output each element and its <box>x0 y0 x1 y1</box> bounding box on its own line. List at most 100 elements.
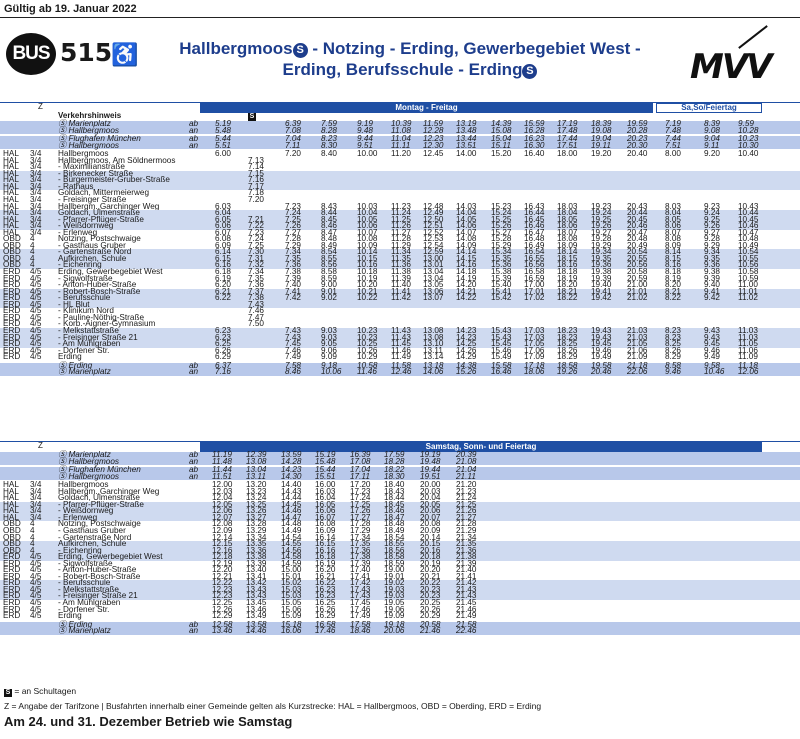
stop-name: Goldach, Ulmenstraße <box>58 208 140 218</box>
time-cell: 16.44 <box>524 208 545 218</box>
time-cell: 7.42 <box>285 293 301 303</box>
time-cell: 20.55 <box>627 253 648 263</box>
time-cell: 8.07 <box>665 227 681 237</box>
time-cell: 16.29 <box>315 611 336 621</box>
table-row: ERD 4/5 - Klinikum Nord 7.46 <box>0 306 800 316</box>
time-cell: 8.49 <box>321 240 337 250</box>
time-cell: 16.43 <box>524 201 545 211</box>
time-cell: 21.00 <box>627 280 648 290</box>
time-cell: 9.23 <box>704 201 720 211</box>
time-cell: 20.19 <box>420 558 441 568</box>
time-cell: 7.28 <box>285 234 301 244</box>
zone-code: ERD <box>3 306 21 316</box>
table-row: Ⓢ Hallbergmoos an 11.51 13.11 14.30 15.51 17.1… <box>0 471 800 481</box>
time-cell: 16.16 <box>315 545 336 555</box>
time-cell: 15.29 <box>491 240 512 250</box>
time-cell: 9.18 <box>321 360 337 370</box>
time-cell: 20.58 <box>420 619 441 629</box>
table-row: ERD 4/5 - Korb.-Aigner-Gymnasium 7.50 <box>0 319 800 329</box>
time-cell: 11.51 <box>212 471 232 481</box>
table-row: Ⓢ Flughafen München ab 5.44 7.04 8.23 9.44 11.… <box>0 134 800 144</box>
zone-code: HAL <box>3 162 19 172</box>
time-cell: 18.56 <box>384 545 405 555</box>
time-cell: 8.06 <box>665 221 681 231</box>
time-cell: 20.07 <box>420 512 441 522</box>
time-cell: 11.23 <box>391 201 411 211</box>
tariff-zone: 4/5 <box>30 591 42 601</box>
time-cell: 6.00 <box>215 149 231 159</box>
time-cell: 12.28 <box>423 125 444 135</box>
time-cell: 16.00 <box>315 480 336 490</box>
stop-name: - Gasthaus Gruber <box>58 526 126 536</box>
arr-dep: ab <box>189 619 199 629</box>
zone-code: ERD <box>3 319 21 329</box>
time-cell: 15.04 <box>491 134 512 144</box>
tariff-zone: 4/5 <box>30 273 42 283</box>
time-cell: 20.22 <box>420 578 441 588</box>
time-cell: 18.49 <box>384 526 405 536</box>
time-cell: 14.54 <box>281 532 302 542</box>
time-cell: 21.43 <box>456 584 477 594</box>
time-cell: 16.26 <box>315 604 336 614</box>
time-cell: 9.06 <box>321 345 337 355</box>
time-cell: 20.18 <box>420 552 441 562</box>
time-cell: 16.04 <box>315 493 336 503</box>
time-cell: 11.45 <box>391 339 411 349</box>
time-cell: 6.39 <box>285 119 301 128</box>
zone-code: OBD <box>3 526 21 536</box>
time-cell: 15.00 <box>281 565 302 575</box>
time-cell: 6.25 <box>215 339 231 349</box>
time-cell: 8.03 <box>665 201 681 211</box>
zone-code: OBD <box>3 519 21 529</box>
time-cell: 11.42 <box>391 293 411 303</box>
table-row: ERD 4/5 - Dorfener Str. 6.26 7.46 9.06 10.26 11… <box>0 345 800 355</box>
time-cell: 17.46 <box>350 604 371 614</box>
time-cell: 13.42 <box>246 578 267 588</box>
time-cell: 14.06 <box>423 367 444 377</box>
stop-name: Erding <box>58 611 82 621</box>
time-cell: 20.08 <box>420 519 441 529</box>
table-row: Ⓢ Flughafen München ab 11.44 13.04 14.23 15.4… <box>0 466 800 474</box>
time-cell: 21.27 <box>456 512 477 522</box>
table-row: Ⓢ Marienplatz ab 5.19 6.39 7.59 9.19 10.39 11.5… <box>0 119 800 128</box>
time-cell: 11.00 <box>738 280 758 290</box>
time-cell: 16.46 <box>491 367 512 377</box>
time-cell: 14.06 <box>456 221 477 231</box>
time-cell: 12.59 <box>423 247 444 257</box>
time-cell: 5.44 <box>215 134 231 144</box>
time-cell: 17.45 <box>350 598 371 608</box>
time-cell: 16.30 <box>524 140 545 150</box>
stop-name: - Gasthaus Gruber <box>58 240 126 250</box>
time-cell: 20.09 <box>420 526 441 536</box>
time-cell: 13.48 <box>456 125 477 135</box>
time-cell: 19.26 <box>557 367 578 377</box>
time-cell: 20.30 <box>627 140 648 150</box>
zone-code: OBD <box>3 234 21 244</box>
time-cell: 8.56 <box>321 260 337 270</box>
time-cell: 14.19 <box>456 273 477 283</box>
time-cell: 16.58 <box>315 619 336 629</box>
time-cell: 14.49 <box>281 526 302 536</box>
table-row: ERD 4/5 - Pauline-Nöthig-Straße 7.47 <box>0 314 800 322</box>
time-cell: 8.18 <box>665 267 681 277</box>
time-cell: 20.47 <box>627 227 648 237</box>
time-cell: 21.09 <box>627 352 648 362</box>
time-cell: 7.14 <box>248 162 264 172</box>
time-cell: 14.14 <box>456 247 477 257</box>
time-cell: 17.48 <box>557 125 578 135</box>
time-cell: 12.58 <box>212 619 233 629</box>
time-cell: 15.48 <box>315 456 336 466</box>
zone-code: ERD <box>3 552 21 562</box>
stop-name: Aufkirchen, Schule <box>58 253 127 263</box>
time-cell: 18.23 <box>557 332 578 342</box>
zone-code: ERD <box>3 325 21 335</box>
zone-code: HAL <box>3 499 19 509</box>
time-cell: 21.03 <box>627 325 648 335</box>
stop-name: - Freisinger Straße 21 <box>58 332 138 342</box>
zone-note: Z = Angabe der Tarifzone | Busfahrten in… <box>4 701 542 711</box>
time-cell: 10.56 <box>738 260 759 270</box>
zone-code: ERD <box>3 611 21 621</box>
time-cell: 8.28 <box>321 125 337 135</box>
sbahn-icon: S <box>292 43 308 58</box>
time-cell: 21.46 <box>420 626 441 636</box>
